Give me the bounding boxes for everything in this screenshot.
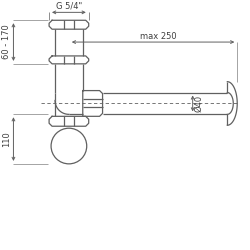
Text: max 250: max 250 bbox=[140, 32, 176, 40]
Text: 110: 110 bbox=[2, 131, 12, 147]
Text: G 5/4": G 5/4" bbox=[56, 2, 82, 11]
Text: Ø40: Ø40 bbox=[195, 95, 204, 112]
Text: 60 - 170: 60 - 170 bbox=[2, 25, 12, 59]
